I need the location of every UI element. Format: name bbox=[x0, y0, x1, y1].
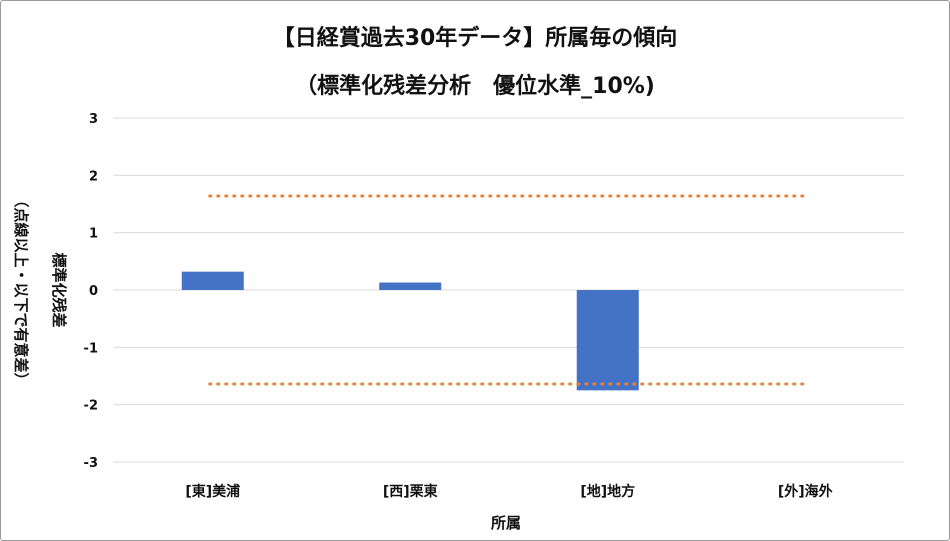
gridlines bbox=[114, 117, 904, 463]
bars bbox=[181, 271, 639, 391]
y-tick-label: -3 bbox=[84, 456, 98, 471]
bar bbox=[379, 282, 442, 290]
y-tick-label: -2 bbox=[84, 399, 98, 414]
chart-title: 【日経賞過去30年データ】所属毎の傾向 bbox=[272, 26, 678, 51]
y-tick-label: -1 bbox=[84, 341, 98, 356]
x-axis-title: 所属 bbox=[491, 514, 521, 532]
bar bbox=[576, 290, 639, 391]
x-category-labels: [東]美浦 [西]栗東 [地]地方 [外]海外 bbox=[185, 483, 832, 500]
bar bbox=[181, 271, 244, 290]
y-axis-title: 標準化残差 bbox=[50, 252, 68, 327]
y-axis-note: （点線以上・以下で有意差） bbox=[12, 192, 30, 387]
y-tick-label: 1 bbox=[89, 227, 98, 242]
y-tick-label: 2 bbox=[89, 169, 98, 184]
x-category-label: [外]海外 bbox=[778, 483, 833, 500]
x-category-label: [地]地方 bbox=[580, 483, 635, 500]
y-tick-label: 0 bbox=[89, 284, 98, 299]
x-category-label: [東]美浦 bbox=[185, 483, 240, 500]
y-tick-labels: 3 2 1 0 -1 -2 -3 bbox=[84, 112, 98, 471]
x-category-label: [西]栗東 bbox=[383, 483, 438, 500]
chart-subtitle: （標準化残差分析 優位水準_10%) bbox=[295, 74, 655, 99]
y-tick-label: 3 bbox=[89, 112, 98, 127]
